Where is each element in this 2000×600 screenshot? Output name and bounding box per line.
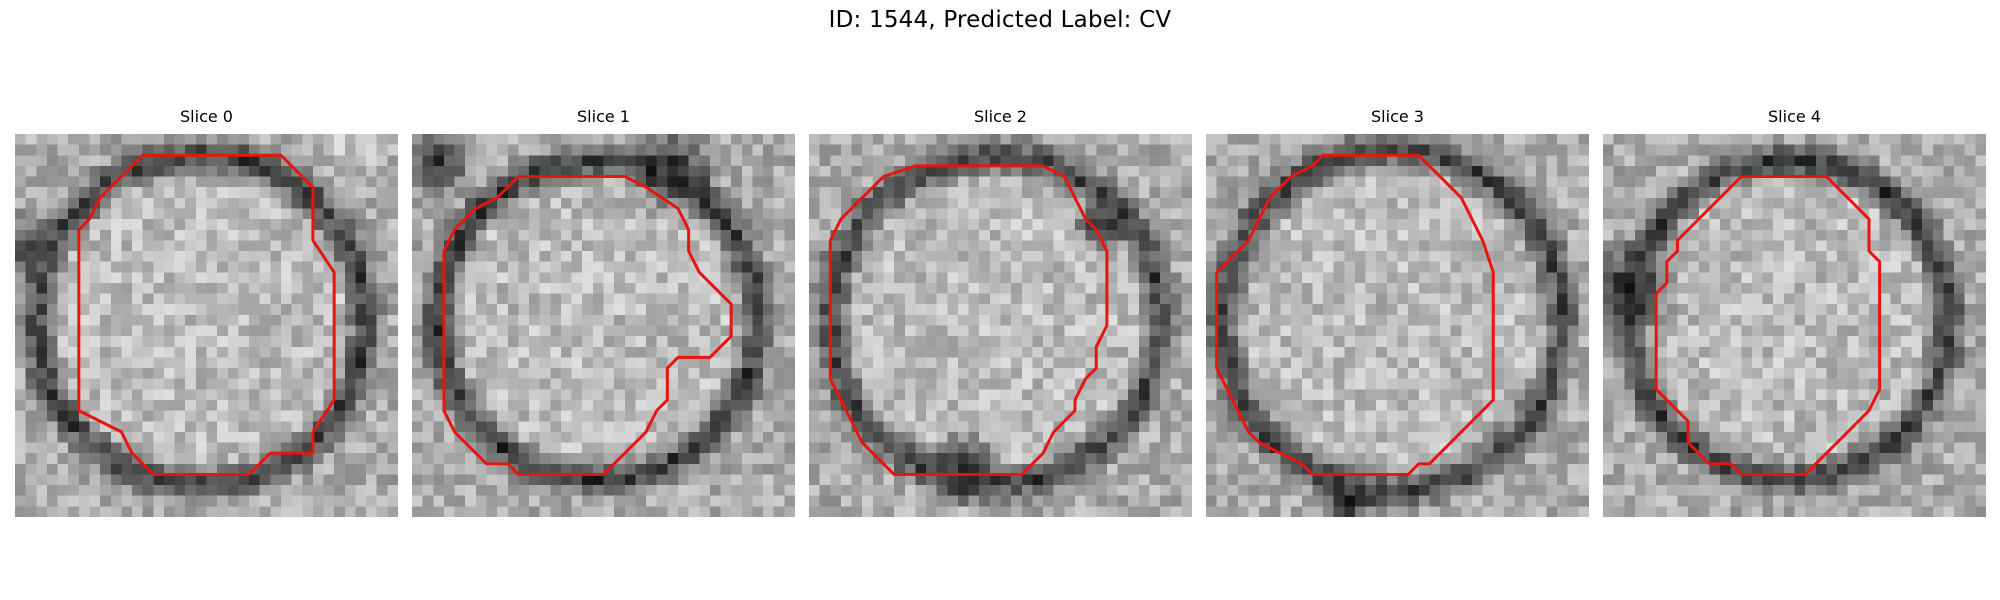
slice-image [1206,134,1589,517]
slice-panel-0: Slice 0 [15,107,398,517]
slice-panel-3: Slice 3 [1206,107,1589,517]
slice-title: Slice 4 [1603,107,1986,127]
figure-title: ID: 1544, Predicted Label: CV [0,7,2000,33]
slice-image [1603,134,1986,517]
slice-title: Slice 1 [412,107,795,127]
slice-title: Slice 3 [1206,107,1589,127]
slice-image [809,134,1192,517]
slice-title: Slice 2 [809,107,1192,127]
slice-title: Slice 0 [15,107,398,127]
slice-image [412,134,795,517]
slice-panel-4: Slice 4 [1603,107,1986,517]
slice-panel-2: Slice 2 [809,107,1192,517]
slice-image [15,134,398,517]
slice-panel-1: Slice 1 [412,107,795,517]
